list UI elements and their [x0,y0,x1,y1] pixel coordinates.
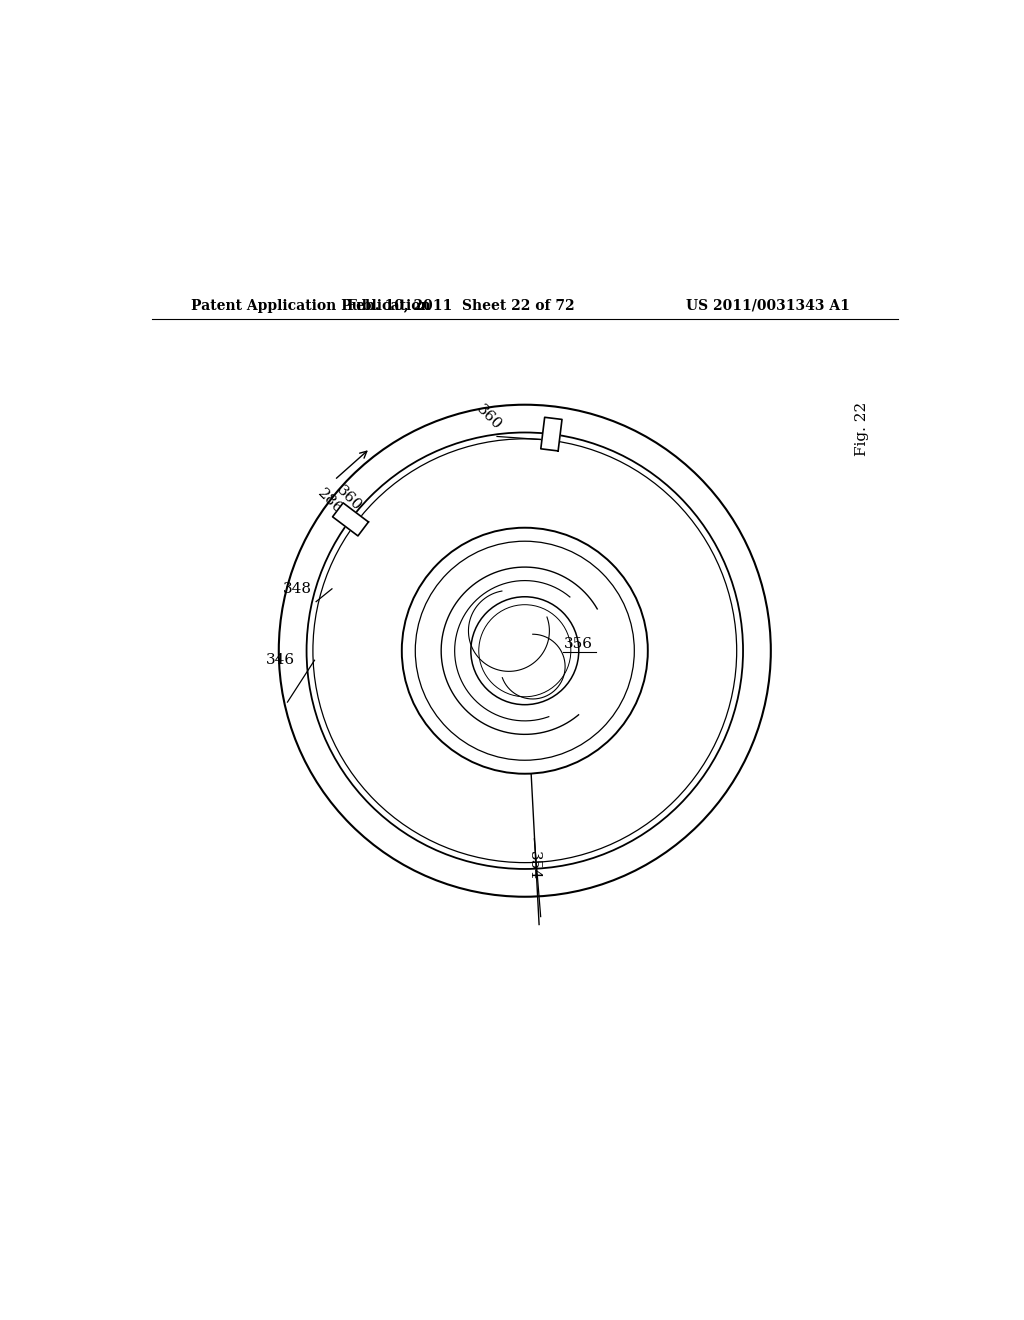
Text: Feb. 10, 2011  Sheet 22 of 72: Feb. 10, 2011 Sheet 22 of 72 [347,298,575,313]
Polygon shape [333,503,369,536]
Text: Fig. 22: Fig. 22 [855,401,869,455]
Text: US 2011/0031343 A1: US 2011/0031343 A1 [686,298,850,313]
Polygon shape [541,417,562,451]
Text: 356: 356 [564,638,593,651]
Text: 360: 360 [334,483,364,513]
Text: 348: 348 [283,582,312,595]
Text: Patent Application Publication: Patent Application Publication [191,298,431,313]
Text: 360: 360 [474,403,505,433]
Text: 354: 354 [527,850,542,879]
Text: 286: 286 [315,487,346,517]
Text: 346: 346 [265,653,295,667]
